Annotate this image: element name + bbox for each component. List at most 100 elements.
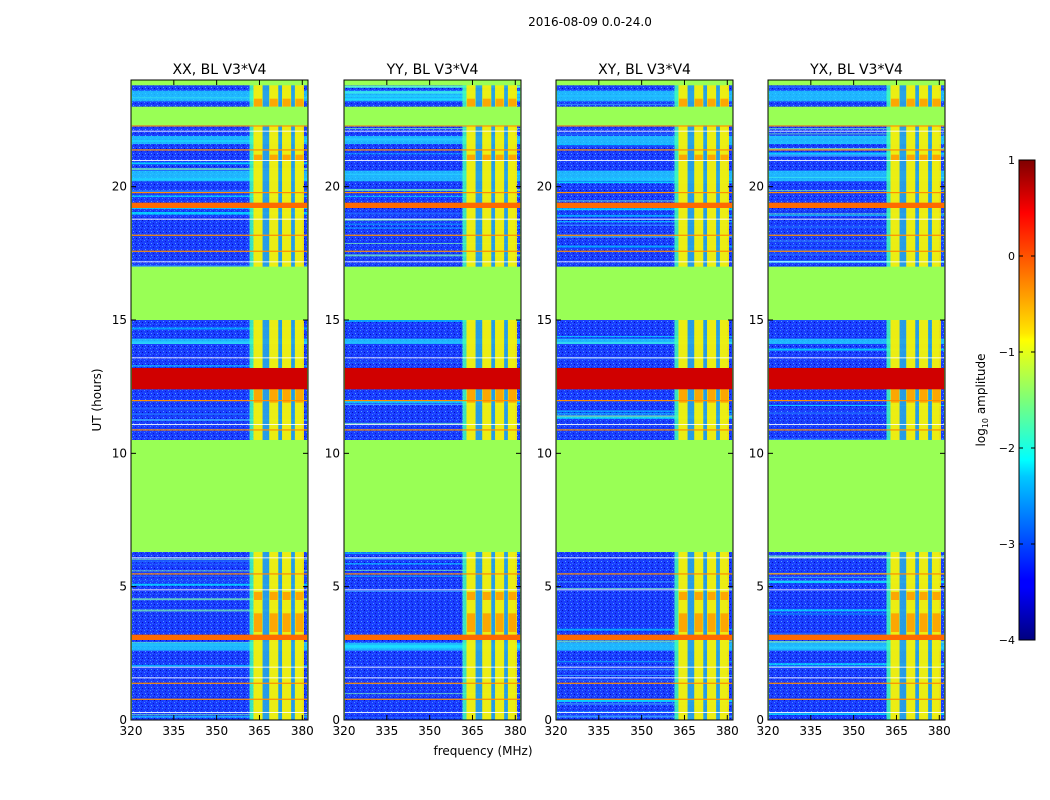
rfi-blob	[269, 592, 278, 600]
rfi-blob	[707, 154, 716, 160]
noise-streak	[768, 154, 945, 157]
flagged-region	[556, 106, 733, 126]
noise-streak	[556, 144, 733, 146]
cyan-band	[344, 136, 521, 144]
rfi-line	[131, 429, 308, 431]
rfi-blob	[254, 98, 263, 107]
flagged-region	[344, 266, 521, 320]
cyan-band	[344, 90, 521, 102]
rfi-blob	[467, 613, 476, 632]
noise-streak	[768, 438, 945, 440]
noise-streak	[556, 214, 733, 217]
rfi-blob	[707, 592, 716, 600]
noise-streak	[131, 168, 308, 171]
rfi-blob	[891, 389, 900, 403]
rfi-blob	[295, 592, 304, 600]
white-line	[768, 666, 945, 668]
panel-title: XY, BL V3*V4	[598, 62, 691, 78]
y-tick-label: 10	[325, 446, 340, 460]
noise-streak	[344, 254, 521, 257]
rfi-line	[556, 192, 733, 194]
noise-streak	[556, 336, 733, 338]
noise-streak	[344, 195, 521, 197]
noise-streak	[131, 716, 308, 718]
noise-streak	[131, 664, 308, 667]
rfi-line	[768, 250, 945, 252]
flagged-region	[344, 440, 521, 552]
cyan-band	[556, 90, 733, 102]
white-line	[344, 218, 521, 220]
noise-streak	[344, 212, 521, 215]
y-tick-label: 20	[537, 180, 552, 194]
rfi-blob	[707, 389, 716, 403]
rfi-line	[344, 682, 521, 684]
rfi-blob	[891, 592, 900, 600]
x-tick-label: 365	[885, 724, 908, 738]
y-tick-label: 10	[537, 446, 552, 460]
white-line	[131, 557, 308, 559]
x-tick-label: 365	[673, 724, 696, 738]
rfi-blob	[295, 613, 304, 632]
rfi-blob	[906, 613, 915, 632]
rfi-blob	[467, 592, 476, 600]
bright-band	[344, 634, 521, 640]
rfi-line	[131, 698, 308, 700]
axes-frame	[555, 79, 734, 721]
flagged-region	[344, 80, 521, 86]
noise-streak	[768, 249, 945, 252]
cyan-band	[131, 338, 308, 344]
noise-streak	[556, 413, 733, 415]
noise-streak	[344, 188, 521, 191]
colorbar-tick-label: 1	[1008, 154, 1015, 167]
noise-streak	[768, 86, 945, 89]
flagged-region	[768, 80, 945, 86]
noise-streak	[344, 557, 521, 560]
bright-band	[344, 368, 521, 390]
x-tick-label: 335	[799, 724, 822, 738]
rfi-blob	[694, 154, 703, 160]
colorbar-ticks: 1 0 −1 −2 −3 −4	[999, 154, 1035, 647]
cyan-band	[768, 136, 945, 144]
noise-streak	[768, 555, 945, 558]
flagged-region	[556, 80, 733, 86]
bright-band	[768, 634, 945, 640]
rfi-blob	[906, 98, 915, 107]
white-line	[556, 357, 733, 359]
rfi-blob	[720, 389, 729, 403]
y-tick-label: 0	[544, 713, 552, 727]
noise-streak	[768, 666, 945, 668]
x-tick-label: 350	[205, 724, 228, 738]
panel-yx: YX, BL V3*V4 320 335 350 365 380 0 5 10 15 20	[749, 62, 951, 738]
y-tick-label: 5	[756, 580, 764, 594]
white-line	[556, 218, 733, 220]
rfi-line	[131, 682, 308, 684]
rfi-line	[768, 400, 945, 402]
axes-frame	[343, 79, 522, 721]
noise-streak	[131, 265, 308, 268]
x-tick-label: 335	[587, 724, 610, 738]
rfi-line	[131, 234, 308, 236]
noise-streak	[344, 563, 521, 565]
noise-streak	[556, 640, 733, 643]
white-line	[768, 130, 945, 132]
rfi-line	[768, 682, 945, 684]
white-line	[556, 130, 733, 132]
rfi-blob	[720, 154, 729, 160]
white-line	[344, 130, 521, 132]
rfi-blob	[508, 613, 517, 632]
rfi-blob	[467, 389, 476, 403]
rfi-blob	[295, 154, 304, 160]
rfi-blob	[919, 389, 928, 403]
noise-streak	[556, 235, 733, 238]
white-line	[131, 130, 308, 132]
noise-streak	[556, 661, 733, 663]
y-tick-label: 15	[749, 313, 764, 327]
colorbar: 1 0 −1 −2 −3 −4 log10 amplitude	[974, 154, 1036, 647]
rfi-blob	[932, 389, 941, 403]
x-tick-label: 380	[716, 724, 739, 738]
cyan-band	[344, 338, 521, 344]
noise-streak	[556, 103, 733, 105]
noise-streak	[131, 564, 308, 566]
rfi-line	[556, 573, 733, 575]
noise-streak	[556, 415, 733, 418]
